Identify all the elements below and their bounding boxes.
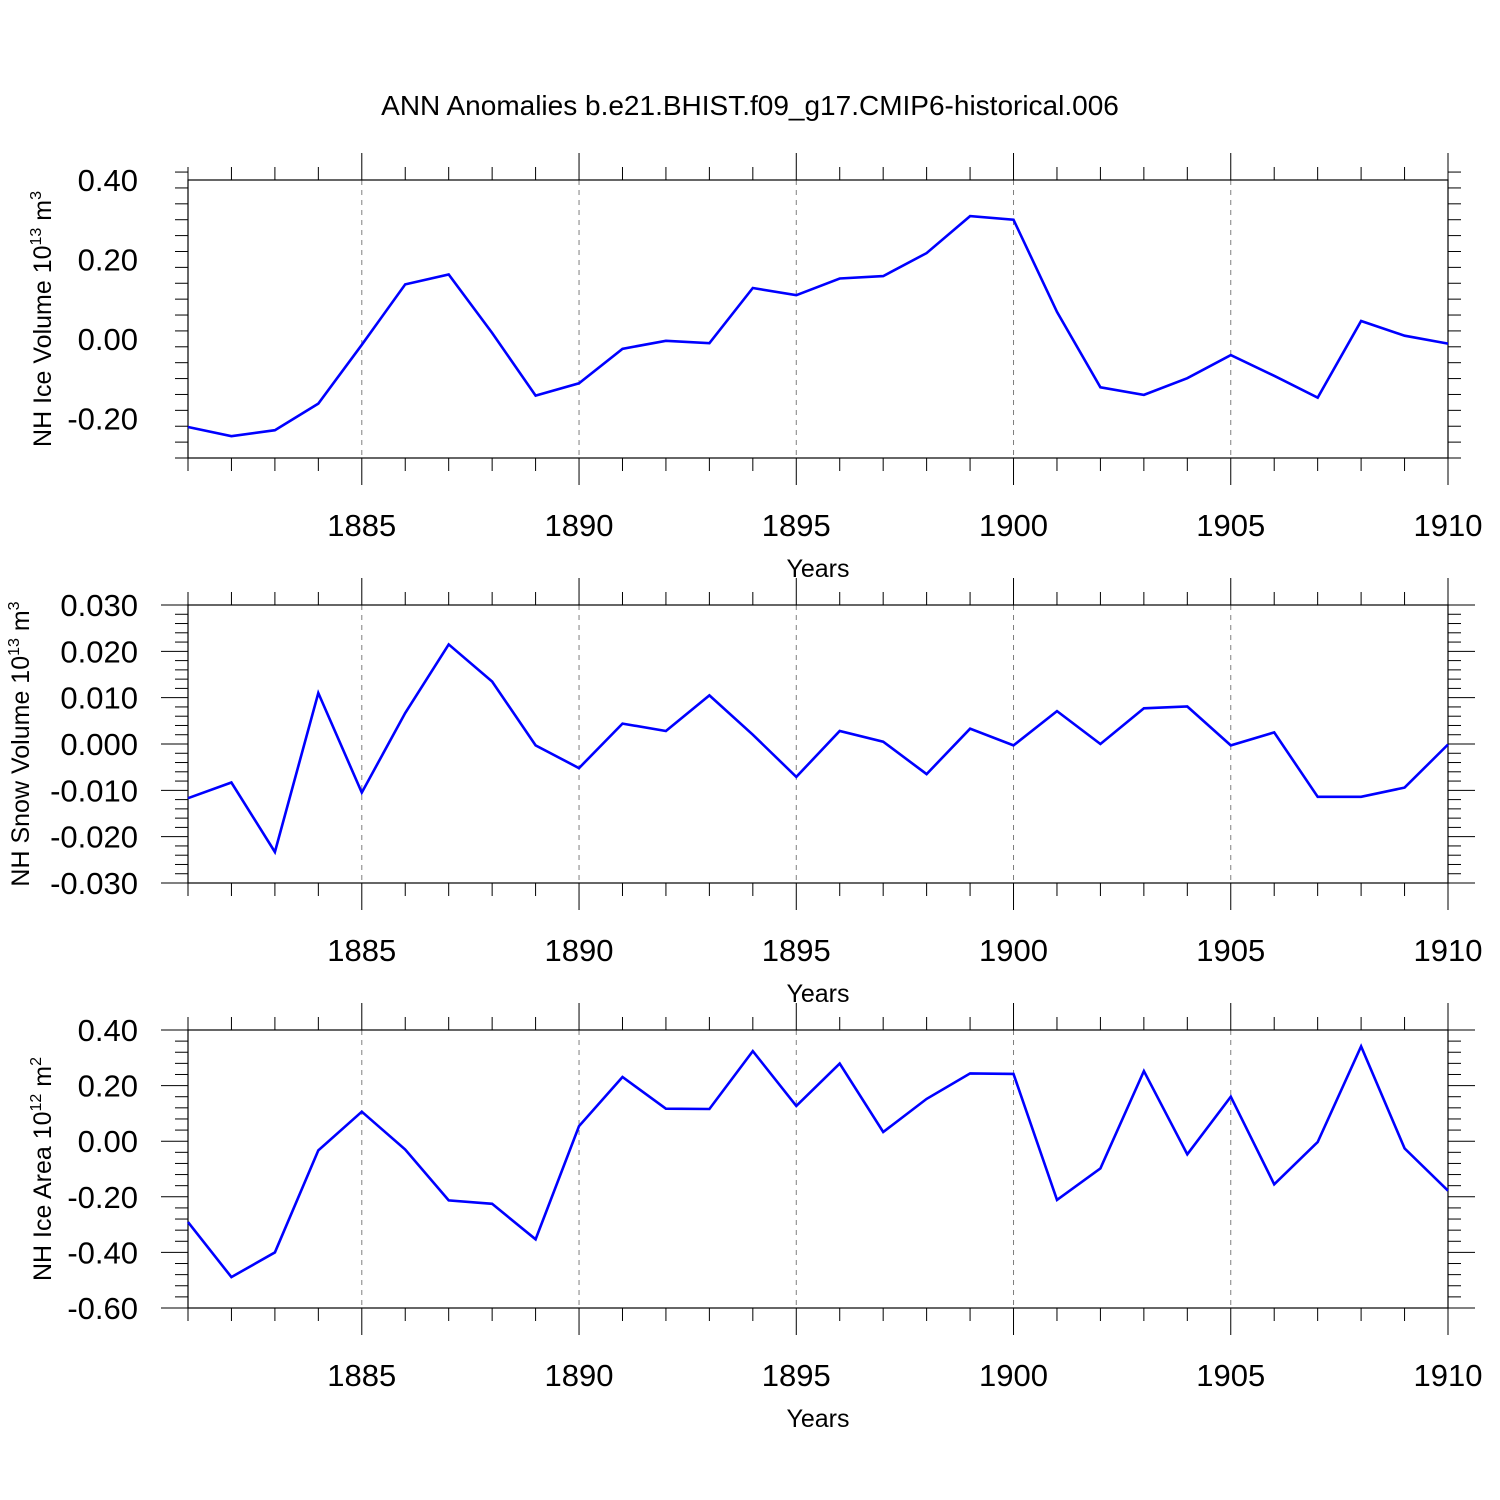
y-tick-label: 0.00 [78, 322, 138, 357]
x-tick-label: 1885 [327, 508, 396, 543]
y-axis-title-unit: m [29, 200, 57, 228]
x-tick-label: 1890 [545, 933, 614, 968]
y-tick-label: 0.40 [78, 163, 138, 198]
y-axis-title-exponent: 12 [28, 1094, 45, 1112]
figure-title: ANN Anomalies b.e21.BHIST.f09_g17.CMIP6-… [381, 90, 1119, 121]
x-axis-title: Years [786, 1405, 849, 1433]
plot-frame [187, 604, 1449, 884]
x-tick-label: 1895 [762, 1358, 831, 1393]
x-tick-label: 1900 [979, 508, 1048, 543]
x-tick-label: 1885 [327, 1358, 396, 1393]
chart-panel-1: 0.40 0.20 0.00 -0.20 1885 1890 1895 1900 1905 191… [28, 153, 1482, 583]
series-line [187, 214, 1449, 438]
x-tick-label: 1890 [545, 1358, 614, 1393]
y-axis-title: NH Snow Volume 1013 m3 [6, 601, 35, 886]
x-tick-label: 1905 [1196, 933, 1265, 968]
plot-frame [187, 179, 1449, 459]
x-tick-label: 1885 [327, 933, 396, 968]
y-tick-label: 0.020 [60, 634, 138, 669]
y-tick-label: -0.010 [50, 773, 138, 808]
x-tick-label: 1895 [762, 508, 831, 543]
y-axis-title-text: NH Snow Volume 10 [7, 656, 35, 887]
y-axis-title-unit: m [29, 1066, 57, 1094]
x-tick-label: 1910 [1414, 933, 1483, 968]
y-tick-label: 0.00 [78, 1124, 138, 1159]
chart-panel-3: 0.40 0.20 0.00 -0.20 -0.40 -0.60 1885 1890 1895 1… [28, 1003, 1482, 1433]
y-tick-label: 0.010 [60, 681, 138, 716]
x-tick-label: 1905 [1196, 1358, 1265, 1393]
y-axis-title-unit-exponent: 3 [28, 191, 45, 200]
chart-panel-2: 0.030 0.020 0.010 0.000 -0.010 -0.020 -0.030 18… [6, 578, 1482, 1008]
y-tick-label: -0.020 [50, 820, 138, 855]
y-axis-title-exponent: 13 [28, 228, 45, 246]
x-tick-label: 1895 [762, 933, 831, 968]
y-axis-title-text: NH Ice Volume 10 [29, 245, 57, 447]
x-tick-label: 1900 [979, 1358, 1048, 1393]
y-axis-title-text: NH Ice Area 10 [29, 1111, 57, 1281]
plot-frame [187, 1029, 1449, 1309]
y-axis-title-unit-exponent: 3 [6, 601, 23, 610]
series-line [187, 642, 1449, 856]
y-tick-label: -0.20 [67, 1180, 138, 1215]
y-tick-label: 0.40 [78, 1013, 138, 1048]
x-tick-label: 1890 [545, 508, 614, 543]
y-axis-title-unit-exponent: 2 [28, 1057, 45, 1066]
x-axis-title: Years [786, 555, 849, 583]
y-tick-label: -0.60 [67, 1291, 138, 1326]
panels: 0.40 0.20 0.00 -0.20 1885 1890 1895 1900 1905 191… [6, 153, 1482, 1433]
x-axis-title: Years [786, 980, 849, 1008]
y-tick-label: 0.20 [78, 1069, 138, 1104]
x-tick-label: 1910 [1414, 1358, 1483, 1393]
series-line [186, 1043, 1449, 1279]
y-axis-title-exponent: 13 [6, 638, 23, 656]
x-tick-label: 1905 [1196, 508, 1265, 543]
y-tick-label: 0.000 [60, 727, 138, 762]
y-axis-title: NH Ice Area 1012 m2 [28, 1057, 57, 1281]
y-axis-title: NH Ice Volume 1013 m3 [28, 191, 57, 447]
y-tick-label: 0.030 [60, 588, 138, 623]
x-tick-label: 1910 [1414, 508, 1483, 543]
x-tick-label: 1900 [979, 933, 1048, 968]
y-tick-label: -0.20 [67, 401, 138, 436]
y-axis-title-unit: m [7, 610, 35, 638]
y-tick-label: 0.20 [78, 242, 138, 277]
y-tick-label: -0.030 [50, 866, 138, 901]
y-tick-label: -0.40 [67, 1235, 138, 1270]
